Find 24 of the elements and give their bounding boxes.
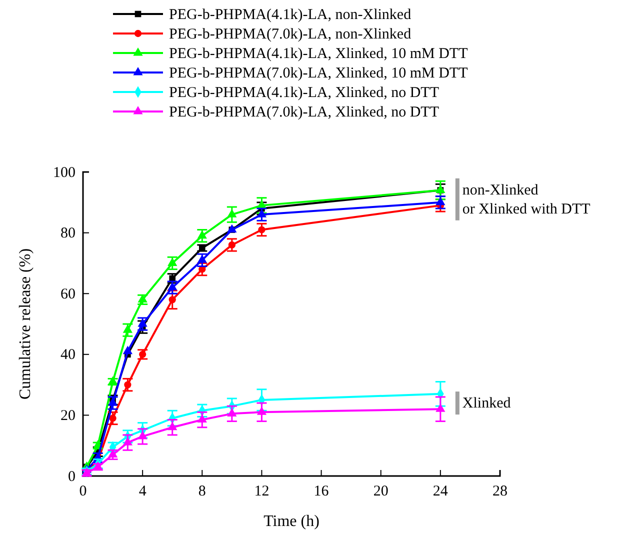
x-axis-title: Time (h) xyxy=(264,513,320,530)
x-tick-label: 28 xyxy=(492,484,508,500)
x-tick-label: 12 xyxy=(254,484,270,500)
y-tick-label: 40 xyxy=(60,347,76,364)
annotation: Xlinked xyxy=(462,396,512,412)
x-tick-label: 20 xyxy=(373,484,388,500)
y-tick-label: 60 xyxy=(60,286,76,302)
legend-label: PEG-b-PHPMA(4.1k)-LA, Xlinked, 10 mM DTT xyxy=(169,46,468,62)
legend-label: PEG-b-PHPMA(4.1k)-LA, non-Xlinked xyxy=(169,7,412,23)
x-tick-label: 24 xyxy=(432,484,448,500)
annotation: non-Xlinked or Xlinked with DTT xyxy=(462,182,590,218)
y-tick-label: 80 xyxy=(60,226,76,242)
y-tick-label: 20 xyxy=(60,408,76,424)
legend-label: PEG-b-PHPMA(7.0k)-LA, Xlinked, no DTT xyxy=(169,104,439,120)
x-tick-label: 16 xyxy=(314,484,330,500)
y-axis-title: Cumulative release (%) xyxy=(17,248,34,400)
y-tick-label: 100 xyxy=(53,164,76,181)
legend-label: PEG-b-PHPMA(7.0k)-LA, Xlinked, 10 mM DTT xyxy=(169,66,468,82)
x-tick-label: 0 xyxy=(79,484,87,500)
legend-label: PEG-b-PHPMA(7.0k)-LA, non-Xlinked xyxy=(169,26,412,42)
x-tick-label: 8 xyxy=(198,484,206,500)
y-tick-label: 0 xyxy=(68,468,76,485)
x-tick-label: 4 xyxy=(138,484,147,500)
legend-label: PEG-b-PHPMA(4.1k)-LA, Xlinked, no DTT xyxy=(169,85,439,101)
